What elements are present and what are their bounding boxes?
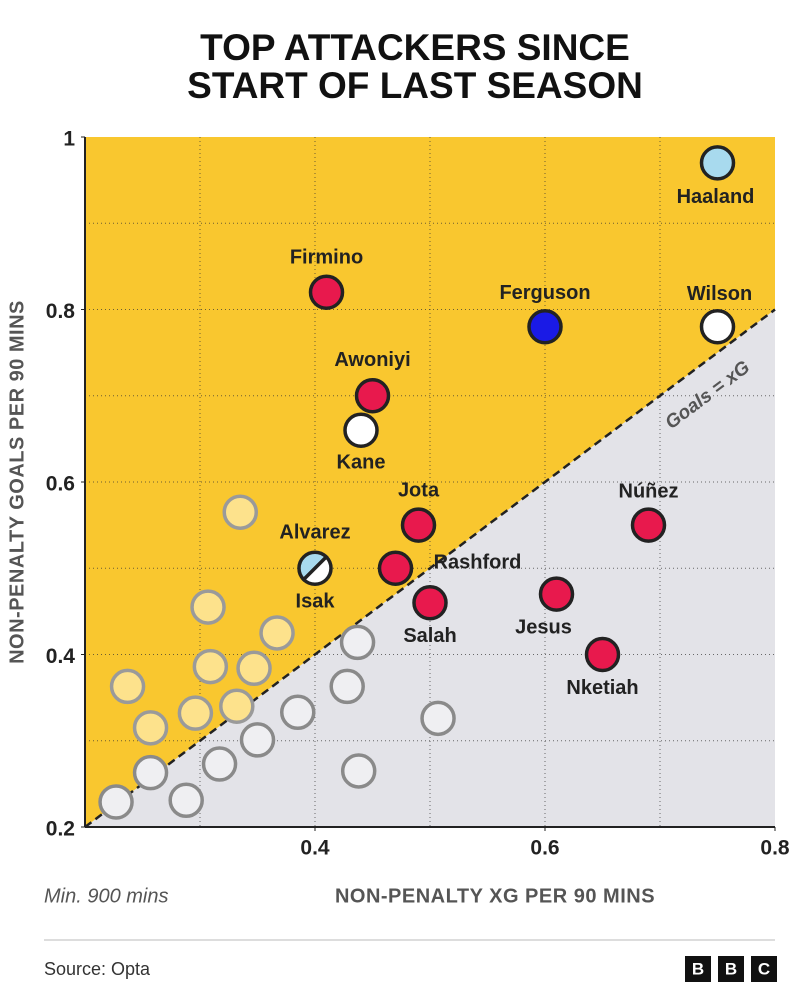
logo-letter: C: [758, 959, 770, 978]
source: Source: Opta: [44, 959, 151, 979]
logo-letter: B: [725, 959, 737, 978]
y-tick-label: 0.2: [46, 818, 75, 841]
point: [98, 784, 134, 820]
point: [222, 494, 258, 530]
point: [538, 576, 575, 612]
x-tick-label: 0.8: [760, 837, 790, 860]
y-tick-label: 0.6: [46, 473, 75, 496]
point: [699, 309, 736, 345]
point: [239, 722, 276, 758]
point-label: Nketiah: [566, 677, 638, 699]
point-label: Núñez: [619, 480, 679, 502]
logo-box: [685, 956, 711, 982]
point: [400, 507, 437, 543]
point-label: Haaland: [677, 186, 755, 208]
point: [132, 754, 169, 791]
point-label: Wilson: [687, 283, 752, 305]
point-label: Alvarez: [279, 522, 350, 544]
point: [297, 550, 329, 583]
point: [527, 309, 563, 345]
x-axis-label: NON-PENALTY XG PER 90 MINS: [335, 885, 655, 907]
chart-title: START OF LAST SEASON: [187, 65, 643, 106]
point: [201, 746, 238, 782]
y-tick-label: 0.8: [46, 300, 76, 323]
point: [236, 650, 272, 687]
point: [699, 145, 736, 181]
point-label: Isak: [296, 591, 336, 613]
point: [340, 753, 377, 789]
point-label: Ferguson: [499, 282, 590, 304]
y-tick-label: 1: [63, 128, 75, 151]
point: [412, 585, 448, 621]
logo-box: [718, 956, 744, 982]
point: [192, 648, 229, 685]
x-tick-label: 0.4: [300, 837, 330, 860]
point: [329, 668, 365, 705]
point-label: Kane: [337, 452, 386, 474]
point-label: Rashford: [434, 552, 522, 574]
point-label: Firmino: [290, 247, 363, 269]
point: [177, 695, 214, 731]
point: [584, 636, 621, 673]
point: [109, 668, 146, 705]
point: [259, 615, 295, 651]
note: Min. 900 mins: [44, 885, 169, 907]
logo-letter: B: [692, 959, 704, 978]
point: [190, 589, 226, 625]
point: [168, 782, 204, 819]
point: [377, 550, 414, 586]
point: [280, 694, 316, 731]
point: [354, 378, 391, 414]
reference-line: [84, 308, 776, 828]
y-axis-label: NON-PENALTY GOALS PER 90 MINS: [6, 300, 28, 664]
point: [420, 700, 456, 737]
point: [308, 274, 345, 310]
point: [132, 710, 169, 746]
logo: B B C: [685, 956, 777, 982]
point: [630, 507, 667, 543]
point-label: Jota: [398, 479, 440, 501]
y-tick-label: 0.4: [46, 645, 76, 668]
x-tick-label: 0.6: [530, 837, 559, 860]
chart-title: TOP ATTACKERS SINCE: [200, 27, 630, 68]
point-label: Salah: [403, 625, 456, 647]
point: [343, 412, 379, 448]
point: [301, 554, 333, 586]
point-label: Awoniyi: [334, 349, 410, 371]
point: [219, 688, 255, 724]
point: [339, 624, 376, 661]
logo-box: [751, 956, 777, 982]
point-label: Jesus: [515, 616, 572, 638]
